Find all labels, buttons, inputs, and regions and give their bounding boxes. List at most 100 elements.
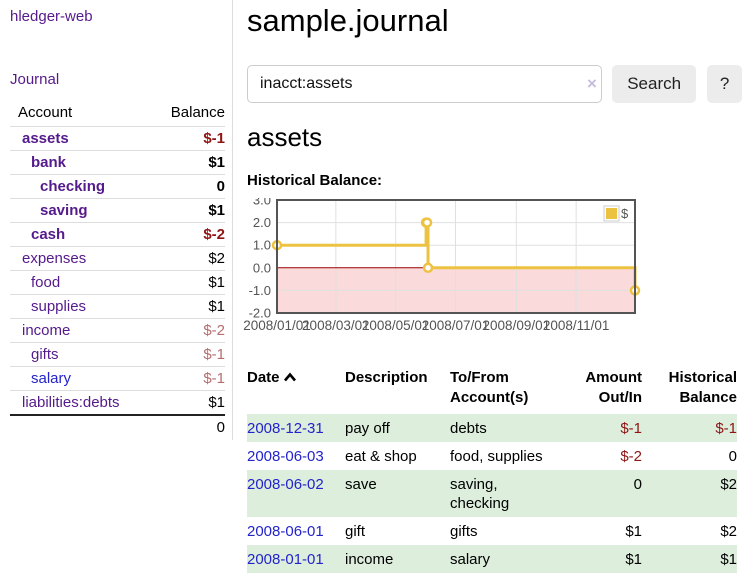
accounts-header-balance: Balance	[170, 104, 225, 121]
svg-text:2008/03/01: 2008/03/01	[302, 318, 370, 333]
transaction-description: income	[345, 550, 394, 568]
account-heading: assets	[247, 122, 323, 152]
transaction-date-link[interactable]: 2008-01-01	[247, 550, 324, 568]
main-content: sample.journal × Search ? assets Histori…	[243, 0, 742, 573]
brand-link[interactable]: hledger-web	[10, 8, 93, 25]
sidebar-divider	[232, 0, 233, 440]
transaction-amount: $1	[625, 550, 642, 568]
svg-text:0.0: 0.0	[253, 260, 271, 275]
account-balance: $-1	[203, 346, 225, 363]
account-row: supplies $1	[10, 295, 225, 319]
transaction-accounts: food, supplies	[450, 447, 543, 465]
search-form: × Search ?	[247, 65, 742, 103]
help-button[interactable]: ?	[707, 65, 742, 103]
account-balance: 0	[216, 178, 225, 195]
account-row: food $1	[10, 271, 225, 295]
transaction-row: 2008-01-01 income salary $1 $1	[247, 545, 737, 573]
search-button[interactable]: Search	[612, 65, 697, 103]
transaction-description: save	[345, 475, 377, 493]
transaction-row: 2008-12-31 pay off debts $-1 $-1	[247, 414, 737, 442]
svg-text:2008/05/01: 2008/05/01	[362, 318, 430, 333]
account-link[interactable]: checking	[40, 178, 106, 195]
account-row: income $-2	[10, 319, 225, 343]
transaction-amount: $-1	[620, 419, 642, 437]
account-balance: $1	[208, 298, 225, 315]
account-row: liabilities:debts $1	[10, 391, 225, 415]
page-title: sample.journal	[247, 3, 449, 38]
accounts-header-account: Account	[18, 104, 73, 121]
transaction-date-link[interactable]: 2008-12-31	[247, 419, 324, 437]
svg-text:2008/01/01: 2008/01/01	[243, 318, 311, 333]
chart-canvas: 3.0 2.0 1.0 0.0 -1.0 -2.02008/01/012008/03/01…	[243, 193, 641, 333]
account-balance: $1	[208, 202, 225, 219]
account-link[interactable]: income	[22, 322, 71, 339]
accounts-balance-table: Account Balance assets $-1 bank $1 check…	[10, 101, 225, 439]
account-row: saving $1	[10, 199, 225, 223]
svg-text:-1.0: -1.0	[249, 283, 271, 298]
sidebar-item-journal[interactable]: Journal	[10, 71, 60, 88]
accounts-total-value: 0	[216, 419, 225, 436]
search-input[interactable]	[247, 65, 603, 103]
txn-header-amount[interactable]: Amount Out/In	[585, 369, 642, 406]
historical-balance-chart: 3.0 2.0 1.0 0.0 -1.0 -2.0 2008/01/01 2008/03/01…	[243, 193, 742, 342]
account-balance: $1	[208, 154, 225, 171]
transaction-date-link[interactable]: 2008-06-03	[247, 447, 324, 465]
txn-header-accounts[interactable]: To/From Account(s)	[450, 369, 529, 406]
svg-text:2008/11/01: 2008/11/01	[543, 318, 610, 333]
transaction-balance: $2	[720, 475, 737, 493]
transactions-table: Date Description To/From Account(s) Amou…	[247, 365, 737, 573]
account-link[interactable]: saving	[40, 202, 88, 219]
txn-header-date[interactable]: Date	[247, 365, 345, 414]
account-link[interactable]: gifts	[31, 346, 59, 363]
transaction-accounts: saving, checking	[450, 475, 510, 512]
clear-search-icon[interactable]: ×	[587, 74, 597, 93]
transaction-accounts: debts	[450, 419, 487, 437]
account-link[interactable]: cash	[31, 226, 66, 243]
transaction-date-link[interactable]: 2008-06-02	[247, 475, 324, 493]
transaction-description: gift	[345, 522, 366, 540]
accounts-total-row: 0	[10, 415, 225, 439]
svg-text:-2.0: -2.0	[249, 306, 271, 321]
account-balance: $2	[208, 250, 225, 267]
transaction-accounts: salary	[450, 550, 491, 568]
transaction-description: eat & shop	[345, 447, 417, 465]
account-balance: $1	[208, 274, 225, 291]
svg-text:1.0: 1.0	[253, 238, 271, 253]
txn-header-description[interactable]: Description	[345, 369, 428, 386]
transaction-balance: $2	[720, 522, 737, 540]
account-link[interactable]: liabilities:debts	[22, 394, 120, 411]
sidebar: hledger-web Journal Account Balance asse…	[0, 0, 233, 439]
account-link[interactable]: food	[31, 274, 61, 291]
transaction-accounts: gifts	[450, 522, 478, 540]
transaction-balance: 0	[728, 447, 737, 465]
account-link[interactable]: expenses	[22, 250, 87, 267]
transaction-amount: $1	[625, 522, 642, 540]
transaction-balance: $-1	[715, 419, 737, 437]
account-row: checking 0	[10, 175, 225, 199]
transaction-description: pay off	[345, 419, 390, 437]
svg-text:$: $	[621, 206, 629, 221]
svg-text:2008/09/01: 2008/09/01	[483, 318, 551, 333]
transaction-balance: $1	[720, 550, 737, 568]
svg-text:2.0: 2.0	[253, 215, 271, 230]
account-balance: $-1	[203, 130, 225, 147]
svg-text:2008/07/01: 2008/07/01	[422, 318, 490, 333]
sort-ascending-icon	[283, 368, 297, 388]
account-link[interactable]: assets	[22, 130, 69, 147]
account-link[interactable]: bank	[31, 154, 67, 171]
account-row: bank $1	[10, 151, 225, 175]
account-row: cash $-2	[10, 223, 225, 247]
account-balance: $-2	[203, 322, 225, 339]
transaction-row: 2008-06-02 save saving, checking 0 $2	[247, 470, 737, 517]
transaction-row: 2008-06-03 eat & shop food, supplies $-2…	[247, 442, 737, 470]
account-balance: $-1	[203, 370, 225, 387]
account-row: salary $-1	[10, 367, 225, 391]
account-link[interactable]: salary	[31, 370, 72, 387]
transaction-amount: 0	[633, 475, 642, 493]
account-link[interactable]: supplies	[31, 298, 87, 315]
transaction-date-link[interactable]: 2008-06-01	[247, 522, 324, 540]
transaction-row: 2008-06-01 gift gifts $1 $2	[247, 517, 737, 545]
txn-header-balance[interactable]: Historical Balance	[668, 369, 737, 406]
account-row: gifts $-1	[10, 343, 225, 367]
